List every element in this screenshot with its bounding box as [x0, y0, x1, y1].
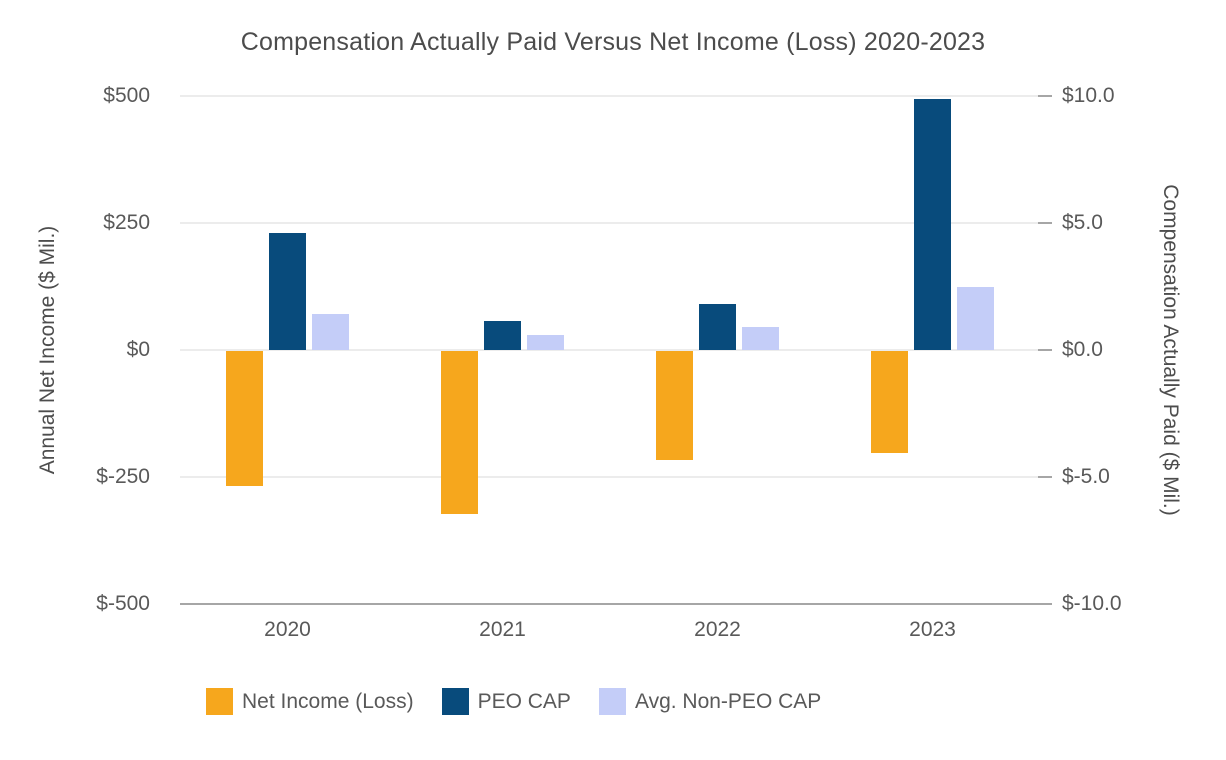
- right-axis-tick-label: $10.0: [1062, 84, 1115, 107]
- right-axis-tick-label: $-10.0: [1062, 592, 1122, 615]
- bar-avg-non-peo-cap-2022: [742, 327, 779, 350]
- bar-peo-cap-2020: [269, 233, 306, 350]
- left-axis-tick-label: $-250: [96, 465, 150, 488]
- right-axis-tick: [1038, 349, 1052, 351]
- legend-label-peo-cap: PEO CAP: [477, 689, 571, 713]
- chart-title: Compensation Actually Paid Versus Net In…: [240, 28, 986, 56]
- bar-net-income-loss-2020: [226, 351, 263, 486]
- x-axis-tick-label: 2023: [909, 618, 956, 641]
- x-axis-line: [180, 603, 1040, 605]
- bar-peo-cap-2022: [699, 304, 736, 350]
- gridline: [180, 222, 1040, 224]
- left-axis-tick-label: $0: [126, 338, 150, 361]
- left-axis-tick-label: $-500: [96, 592, 150, 615]
- legend-label-avg-non-peo-cap: Avg. Non-PEO CAP: [634, 689, 822, 713]
- legend-swatch-peo-cap: [441, 688, 469, 715]
- right-axis-tick: [1038, 476, 1052, 478]
- bar-avg-non-peo-cap-2021: [527, 334, 564, 350]
- x-axis-tick-label: 2021: [479, 618, 526, 641]
- legend-item-net-income-loss: Net Income (Loss): [206, 688, 414, 715]
- bar-peo-cap-2021: [484, 320, 521, 350]
- legend-item-avg-non-peo-cap: Avg. Non-PEO CAP: [598, 688, 822, 715]
- right-axis-tick-label: $5.0: [1062, 211, 1103, 234]
- bar-avg-non-peo-cap-2020: [312, 314, 349, 350]
- bar-peo-cap-2023: [914, 98, 951, 350]
- x-axis-tick-label: 2020: [264, 618, 311, 641]
- left-axis-tick-label: $500: [103, 84, 150, 107]
- gridline: [180, 349, 1040, 351]
- bar-net-income-loss-2021: [441, 351, 478, 514]
- legend: Net Income (Loss) PEO CAP Avg. Non-PEO C…: [206, 688, 821, 715]
- bar-net-income-loss-2023: [871, 351, 908, 453]
- legend-swatch-avg-non-peo-cap: [598, 688, 626, 715]
- right-axis-tick-label: $0.0: [1062, 338, 1103, 361]
- bar-avg-non-peo-cap-2023: [957, 286, 994, 350]
- right-axis-tick-label: $-5.0: [1062, 465, 1110, 488]
- legend-label-net-income-loss: Net Income (Loss): [242, 689, 414, 713]
- bar-net-income-loss-2022: [656, 351, 693, 461]
- right-axis-tick: [1038, 222, 1052, 224]
- right-axis-tick: [1038, 95, 1052, 97]
- left-axis-tick-label: $250: [103, 211, 150, 234]
- gridline: [180, 476, 1040, 478]
- legend-item-peo-cap: PEO CAP: [441, 688, 571, 715]
- right-axis-tick: [1038, 603, 1052, 605]
- x-axis-tick-label: 2022: [694, 618, 741, 641]
- legend-swatch-net-income-loss: [206, 688, 233, 715]
- gridline: [180, 95, 1040, 97]
